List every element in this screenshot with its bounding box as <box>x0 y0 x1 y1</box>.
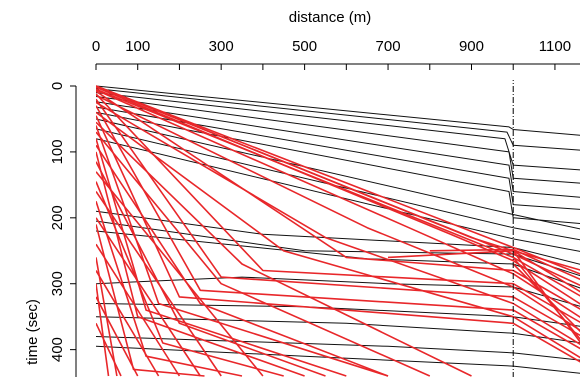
x-tick-label: 700 <box>376 38 401 55</box>
y-tick-label: 400 <box>49 337 66 362</box>
series-a-line <box>96 96 580 184</box>
series-a-line <box>96 111 580 225</box>
y-tick-labels: 0 100 200 300 400 <box>49 82 66 362</box>
y-tick-label: 200 <box>49 205 66 230</box>
series-b-line <box>512 263 580 333</box>
series-b-line <box>96 161 326 377</box>
y-tick-label: 100 <box>49 139 66 164</box>
series-a-lines <box>96 85 580 374</box>
series-a-line <box>96 138 580 252</box>
series-a-line <box>96 106 580 210</box>
series-b-line <box>96 89 580 318</box>
series-b-line <box>96 101 580 346</box>
series-a-line <box>96 88 580 151</box>
series-b-line <box>512 256 580 341</box>
series-b-line <box>96 86 580 305</box>
series-b-line <box>96 105 580 350</box>
series-a-line <box>96 345 580 374</box>
series-b-line <box>96 125 389 377</box>
series-b-line <box>429 248 580 281</box>
series-a-line <box>96 101 580 198</box>
series-b-line <box>96 270 160 377</box>
series-b-line <box>96 322 122 377</box>
series-b-line <box>96 257 118 377</box>
series-b-line <box>96 144 389 377</box>
series-b-line <box>96 131 431 377</box>
x-tick-label: 1100 <box>539 38 571 55</box>
series-b-line <box>96 151 305 377</box>
series-b-line <box>96 90 580 310</box>
series-b-line <box>96 85 580 275</box>
series-a-line <box>96 128 580 241</box>
x-tick-label: 300 <box>209 38 234 55</box>
x-axis <box>95 63 580 70</box>
series-b-line <box>96 111 580 359</box>
series-b-line <box>96 94 580 332</box>
series-b-line <box>96 115 580 363</box>
series-a-line <box>96 210 580 265</box>
x-axis-title: distance (m) <box>289 9 372 26</box>
series-b-line <box>96 201 243 377</box>
series-b-line <box>96 181 284 377</box>
x-tick-labels: 0 100 300 500 700 900 1100 <box>92 38 571 55</box>
series-b-line <box>96 243 181 377</box>
series-b-lines <box>96 85 580 377</box>
x-tick-label: 100 <box>125 38 150 55</box>
series-b-line <box>96 121 472 377</box>
y-axis-title: time (sec) <box>24 299 41 365</box>
series-a-line <box>96 118 580 230</box>
series-a-line <box>96 85 580 136</box>
series-b-line <box>96 217 201 377</box>
plot-area <box>96 80 580 377</box>
y-tick-label: 300 <box>49 271 66 296</box>
x-tick-label: 0 <box>92 38 100 55</box>
series-a-line <box>96 220 580 277</box>
series-b-line <box>96 171 264 377</box>
series-b-line <box>96 224 205 377</box>
series-b-line <box>96 85 580 293</box>
series-b-line <box>96 283 110 377</box>
x-tick-label: 900 <box>459 38 484 55</box>
series-a-line <box>96 316 580 344</box>
y-axis <box>70 85 77 377</box>
series-b-line <box>96 296 139 377</box>
y-tick-label: 0 <box>49 82 66 90</box>
series-a-line <box>96 230 580 289</box>
x-tick-label: 500 <box>292 38 317 55</box>
series-b-line <box>96 98 580 337</box>
